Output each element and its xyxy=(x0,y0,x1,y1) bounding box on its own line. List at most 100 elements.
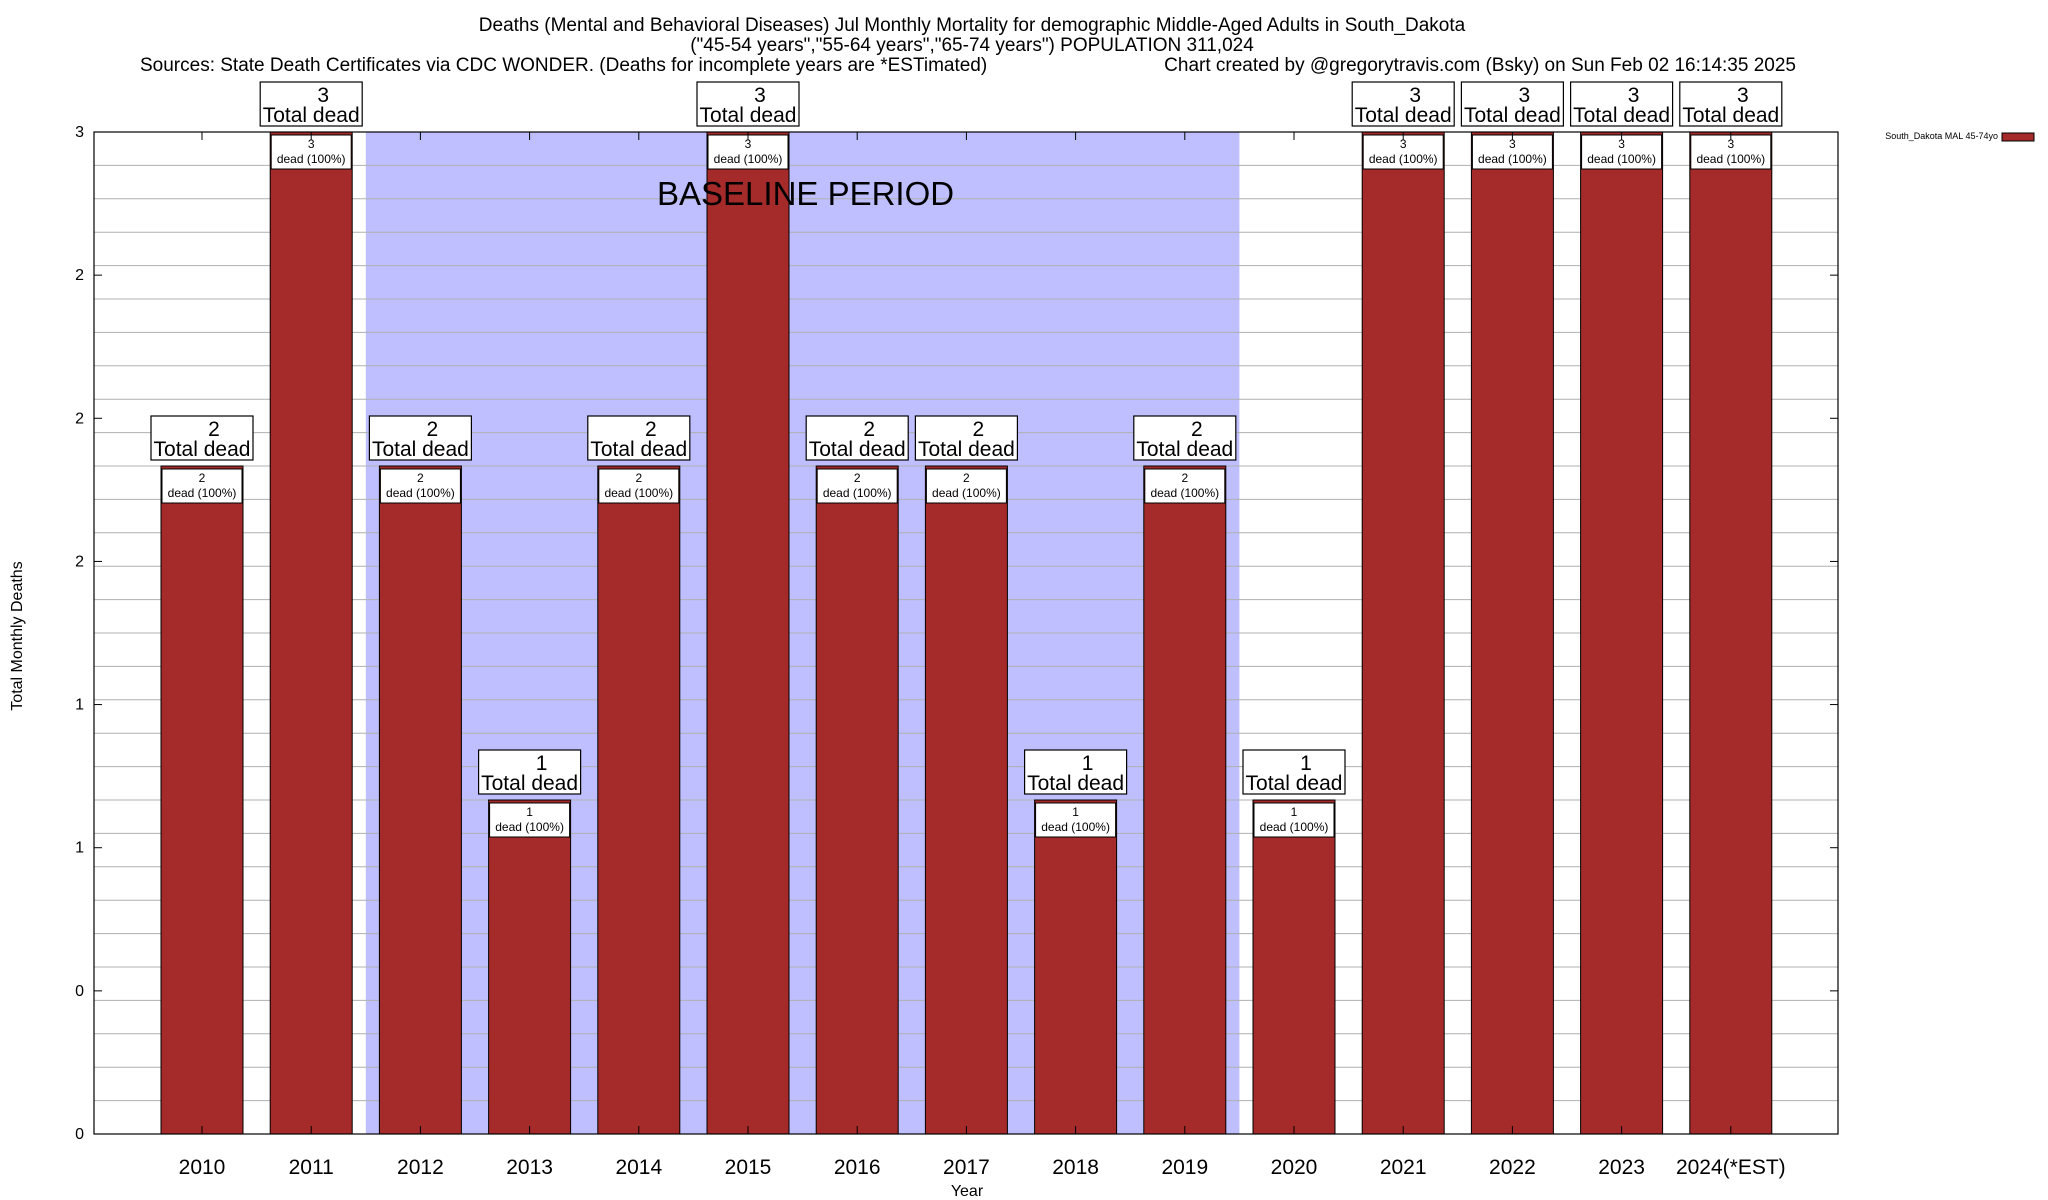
bar-total-label-box xyxy=(150,415,254,461)
bar-2012 xyxy=(378,465,462,1135)
x-tick-label: 2015 xyxy=(725,1156,772,1179)
bar-inner-pct: dead (100%) xyxy=(1260,820,1329,834)
bar-total-text: Total dead xyxy=(918,438,1015,461)
bar-inner-count: 2 xyxy=(417,471,424,485)
legend-label: South_Dakota MAL 45-74yo xyxy=(1885,131,1998,141)
bar-total-label-box xyxy=(914,415,1019,461)
bar-inner-label-box xyxy=(1362,134,1444,170)
y-tick-label: 2 xyxy=(75,267,84,284)
y-tick-label: 3 xyxy=(75,124,84,141)
bar-total-count: 2 xyxy=(1191,418,1203,441)
sources-note: Sources: State Death Certificates via CD… xyxy=(140,55,987,76)
x-tick-label: 2024(*EST) xyxy=(1676,1156,1786,1179)
bar-inner-pct: dead (100%) xyxy=(495,820,564,834)
y-tick-label: 2 xyxy=(75,410,84,427)
x-tick-label: 2017 xyxy=(943,1156,990,1179)
bar-inner-label-box xyxy=(925,468,1007,504)
bar-total-count: 2 xyxy=(863,418,875,441)
bar-inner-count: 3 xyxy=(1400,137,1407,151)
bar-total-text: Total dead xyxy=(154,438,251,461)
bar-total-text: Total dead xyxy=(481,772,578,795)
bar-total-count: 3 xyxy=(754,84,766,107)
bar-2011 xyxy=(269,131,353,1135)
bar-total-count: 3 xyxy=(1519,84,1531,107)
bar-inner-count: 2 xyxy=(199,471,206,485)
bar-inner-label-box xyxy=(1144,468,1226,504)
bar-total-label-box xyxy=(1133,415,1237,461)
bar-inner-count: 1 xyxy=(1072,805,1079,819)
bar-inner-pct: dead (100%) xyxy=(714,152,783,166)
bar-2024(*EST) xyxy=(1689,131,1773,1135)
bar-inner-label-box xyxy=(1035,802,1117,838)
bar-inner-pct: dead (100%) xyxy=(386,486,455,500)
bar-inner-pct: dead (100%) xyxy=(1587,152,1656,166)
bar-total-label-box xyxy=(368,415,472,461)
bar-2021 xyxy=(1361,131,1445,1135)
bar-total-text: Total dead xyxy=(590,438,687,461)
y-tick-label: 0 xyxy=(75,1126,84,1143)
x-tick-label: 2016 xyxy=(834,1156,881,1179)
bar-total-label-box xyxy=(1569,81,1674,127)
bar-total-count: 1 xyxy=(1082,752,1094,775)
bar-total-label-box xyxy=(696,81,800,127)
bar-total-label-box xyxy=(1679,81,1783,127)
bar-inner-pct: dead (100%) xyxy=(1369,152,1438,166)
bar-total-text: Total dead xyxy=(1027,772,1124,795)
bar-inner-pct: dead (100%) xyxy=(823,486,892,500)
bar-total-count: 3 xyxy=(317,84,329,107)
x-tick-label: 2020 xyxy=(1271,1156,1318,1179)
x-tick-label: 2023 xyxy=(1598,1156,1645,1179)
bar-total-count: 3 xyxy=(1737,84,1749,107)
bar-inner-pct: dead (100%) xyxy=(932,486,1001,500)
bar-inner-count: 3 xyxy=(1509,137,1516,151)
bar-total-text: Total dead xyxy=(372,438,469,461)
bar-total-label-box xyxy=(587,415,691,461)
bar-total-count: 2 xyxy=(973,418,985,441)
chart-credit: Chart created by @gregorytravis.com (Bsk… xyxy=(1164,55,1796,76)
bar-inner-count: 2 xyxy=(854,471,861,485)
bar-inner-count: 1 xyxy=(1291,805,1298,819)
bar-2014 xyxy=(597,465,681,1135)
bar-total-text: Total dead xyxy=(1246,772,1343,795)
bar-inner-pct: dead (100%) xyxy=(1696,152,1765,166)
title-line-1: Deaths (Mental and Behavioral Diseases) … xyxy=(479,15,1466,36)
bar-inner-count: 3 xyxy=(745,137,752,151)
y-tick-label: 1 xyxy=(75,840,84,857)
bar-total-label-box xyxy=(1351,81,1455,127)
bar-inner-label-box xyxy=(598,468,680,504)
y-tick-label: 2 xyxy=(75,553,84,570)
bar-inner-pct: dead (100%) xyxy=(168,486,237,500)
bar-inner-label-box xyxy=(270,134,352,170)
legend: South_Dakota MAL 45-74yo xyxy=(1885,131,2035,142)
bar-inner-count: 3 xyxy=(1727,137,1734,151)
bar-total-count: 2 xyxy=(645,418,657,441)
x-tick-label: 2013 xyxy=(506,1156,553,1179)
bar-total-text: Total dead xyxy=(809,438,906,461)
bar-inner-pct: dead (100%) xyxy=(1041,820,1110,834)
x-tick-label: 2021 xyxy=(1380,1156,1427,1179)
bar-2013 xyxy=(488,799,572,1135)
bar-inner-count: 3 xyxy=(1618,137,1625,151)
bar-inner-pct: dead (100%) xyxy=(277,152,346,166)
bar-inner-count: 3 xyxy=(308,137,315,151)
bar-inner-label-box xyxy=(1581,134,1663,170)
bar-2020 xyxy=(1252,799,1336,1135)
bar-total-count: 1 xyxy=(1300,752,1312,775)
bar-total-text: Total dead xyxy=(263,104,360,127)
title-line-2: ("45-54 years","55-64 years","65-74 year… xyxy=(690,35,1254,56)
bar-total-label-box xyxy=(1023,749,1128,795)
bar-2022 xyxy=(1470,131,1554,1135)
baseline-label: BASELINE PERIOD xyxy=(657,175,954,212)
chart-title: Deaths (Mental and Behavioral Diseases) … xyxy=(140,15,1796,76)
bar-total-count: 2 xyxy=(208,418,220,441)
bar-inner-label-box xyxy=(707,134,789,170)
bar-inner-pct: dead (100%) xyxy=(604,486,673,500)
bar-inner-label-box xyxy=(379,468,461,504)
bar-inner-label-box xyxy=(1690,134,1772,170)
bar-inner-count: 2 xyxy=(635,471,642,485)
bar-total-text: Total dead xyxy=(1464,104,1561,127)
bar-2019 xyxy=(1143,465,1227,1135)
bar-inner-pct: dead (100%) xyxy=(1150,486,1219,500)
x-tick-label: 2012 xyxy=(397,1156,444,1179)
